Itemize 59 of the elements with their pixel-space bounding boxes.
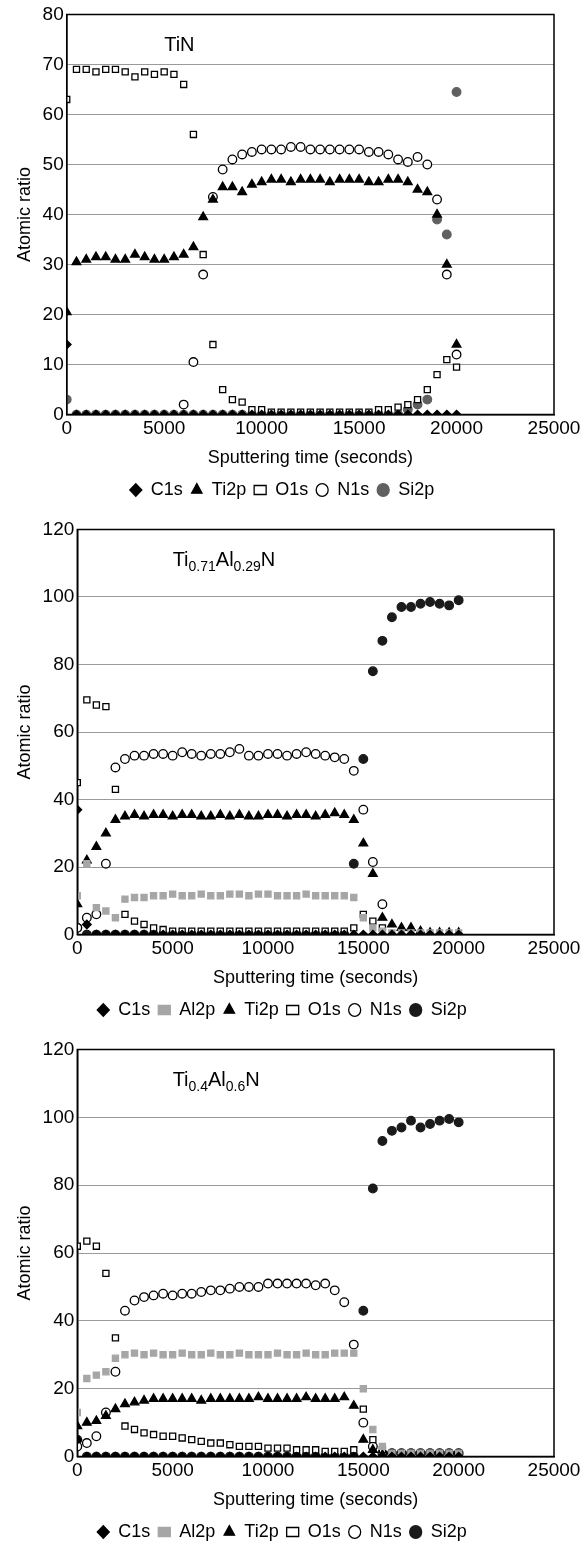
y-tick-label: 50 — [42, 152, 64, 174]
x-tick-label: 5000 — [151, 937, 194, 959]
x-tick-label: 20000 — [432, 1459, 486, 1481]
x-axis-title: Sputtering time (seconds) — [213, 967, 419, 988]
x-tick-label: 20000 — [432, 937, 486, 959]
y-tick-label: 20 — [53, 855, 75, 877]
y-tick-label: 100 — [42, 1105, 75, 1127]
y-tick-label: 30 — [42, 252, 64, 274]
x-axis-title: Sputtering time (seconds) — [207, 447, 413, 468]
x-tick-label: 10000 — [241, 1459, 295, 1481]
legend-label: Al2p — [179, 998, 216, 1019]
y-tick-label: 40 — [42, 202, 64, 224]
y-tick-label: 40 — [53, 1309, 75, 1331]
legend-label: Si2p — [430, 998, 467, 1019]
y-tick-label: 20 — [53, 1376, 75, 1398]
legend-label: C1s — [118, 998, 151, 1019]
x-tick-label: 25000 — [527, 417, 581, 439]
y-tick-label: 100 — [42, 585, 75, 607]
legend-label: Si2p — [398, 478, 435, 499]
legend-label: O1s — [307, 1520, 341, 1541]
text: TiN — [164, 33, 195, 56]
legend-label: N1s — [369, 1520, 402, 1541]
x-tick-label: 25000 — [527, 937, 581, 959]
y-tick-label: 120 — [42, 1037, 75, 1059]
y-tick-label: 20 — [42, 302, 64, 324]
x-axis-title: Sputtering time (seconds) — [213, 1489, 419, 1510]
x-tick-label: 15000 — [332, 417, 386, 439]
x-tick-label: 10000 — [241, 937, 295, 959]
legend-label: Ti2p — [211, 478, 247, 499]
x-tick-label: 15000 — [336, 1459, 390, 1481]
legend-label: O1s — [307, 998, 341, 1019]
y-tick-label: 80 — [42, 2, 64, 24]
y-axis-title: Atomic ratio — [13, 1205, 34, 1301]
legend-label: Si2p — [430, 1520, 467, 1541]
y-tick-label: 60 — [53, 720, 75, 742]
y-axis-title: Atomic ratio — [13, 166, 34, 263]
y-tick-label: 120 — [42, 517, 75, 539]
x-tick-label: 15000 — [336, 937, 390, 959]
legend-label: O1s — [275, 478, 309, 499]
legend-label: N1s — [369, 998, 402, 1019]
x-tick-label: 5000 — [151, 1459, 194, 1481]
x-tick-label: 25000 — [527, 1459, 581, 1481]
y-tick-label: 60 — [53, 1241, 75, 1263]
legend-label: Ti2p — [244, 1520, 279, 1541]
legend-label: Al2p — [179, 1520, 216, 1541]
x-tick-label: 10000 — [235, 417, 289, 439]
x-tick-label: 20000 — [430, 417, 483, 439]
y-axis-title: Atomic ratio — [13, 684, 34, 780]
legend-label: Ti2p — [244, 998, 279, 1019]
y-tick-label: 10 — [42, 352, 64, 374]
x-tick-label: 5000 — [143, 417, 186, 439]
y-tick-label: 70 — [42, 52, 64, 74]
y-tick-label: 80 — [53, 1173, 75, 1195]
y-tick-label: 80 — [53, 652, 75, 674]
legend-label: N1s — [337, 478, 370, 499]
legend-label: C1s — [150, 478, 183, 499]
legend-label: C1s — [118, 1520, 151, 1541]
y-tick-label: 60 — [42, 102, 64, 124]
y-tick-label: 40 — [53, 787, 75, 809]
